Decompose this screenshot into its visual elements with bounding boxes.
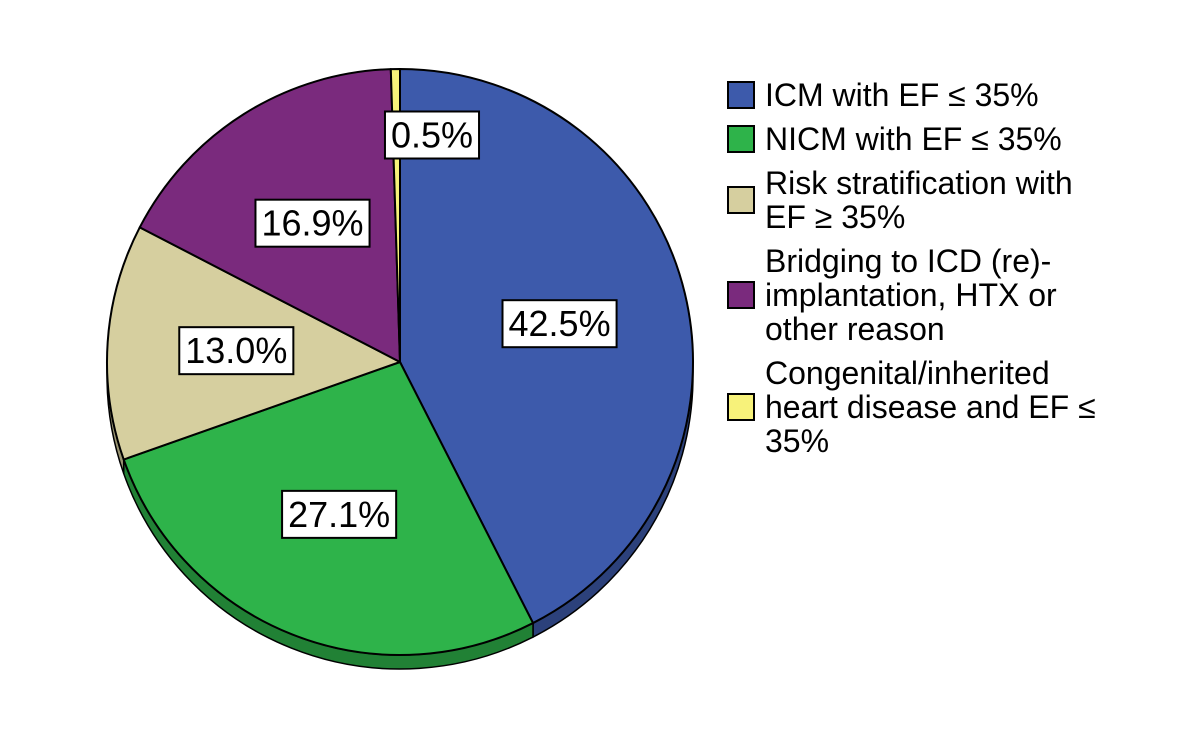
legend-label-risk-stratification: Risk stratification with EF ≥ 35% bbox=[765, 165, 1073, 235]
legend-item-nicm: NICM with EF ≤ 35% bbox=[727, 122, 1197, 156]
legend-label-congenital: Congenital/inherited heart disease and E… bbox=[765, 355, 1096, 459]
pie-data-label-bridging-to-icd-re-implantatio: 16.9% bbox=[254, 198, 371, 248]
pie-data-label-text: 0.5% bbox=[391, 115, 473, 156]
legend-label-icm: ICM with EF ≤ 35% bbox=[765, 77, 1039, 113]
pie-data-label-text: 27.1% bbox=[288, 494, 390, 535]
legend-swatch-risk-stratification bbox=[727, 186, 755, 214]
legend-item-risk-stratification: Risk stratification with EF ≥ 35% bbox=[727, 166, 1197, 234]
legend: ICM with EF ≤ 35% NICM with EF ≤ 35% Ris… bbox=[727, 78, 1197, 468]
pie-data-label-text: 42.5% bbox=[509, 303, 611, 344]
pie-data-label-box bbox=[383, 110, 481, 160]
legend-label-nicm: NICM with EF ≤ 35% bbox=[765, 121, 1062, 157]
legend-swatch-nicm bbox=[727, 125, 755, 153]
pie-data-labels: 42.5% 27.1% 13.0% 16.9% 0.5% bbox=[178, 110, 618, 539]
legend-swatch-bridging bbox=[727, 281, 755, 309]
legend-swatch-icm bbox=[727, 81, 755, 109]
pie-data-label-box bbox=[281, 489, 398, 539]
pie-data-label-congenital-inherited-heart-dis: 0.5% bbox=[383, 110, 481, 160]
pie-data-label-text: 13.0% bbox=[185, 330, 287, 371]
pie-data-label-box bbox=[178, 326, 295, 376]
legend-item-congenital: Congenital/inherited heart disease and E… bbox=[727, 356, 1197, 458]
legend-item-icm: ICM with EF ≤ 35% bbox=[727, 78, 1197, 112]
pie-data-label-box bbox=[254, 198, 371, 248]
pie-data-label-nicm-with-ef-35: 27.1% bbox=[281, 489, 398, 539]
legend-swatch-congenital bbox=[727, 393, 755, 421]
pie-data-label-risk-stratification-with-ef-35: 13.0% bbox=[178, 326, 295, 376]
pie-data-label-icm-with-ef-35: 42.5% bbox=[501, 299, 618, 349]
pie-data-label-box bbox=[501, 299, 618, 349]
legend-label-bridging: Bridging to ICD (re)- implantation, HTX … bbox=[765, 243, 1057, 347]
legend-item-bridging: Bridging to ICD (re)- implantation, HTX … bbox=[727, 244, 1197, 346]
pie-data-label-text: 16.9% bbox=[261, 203, 363, 244]
